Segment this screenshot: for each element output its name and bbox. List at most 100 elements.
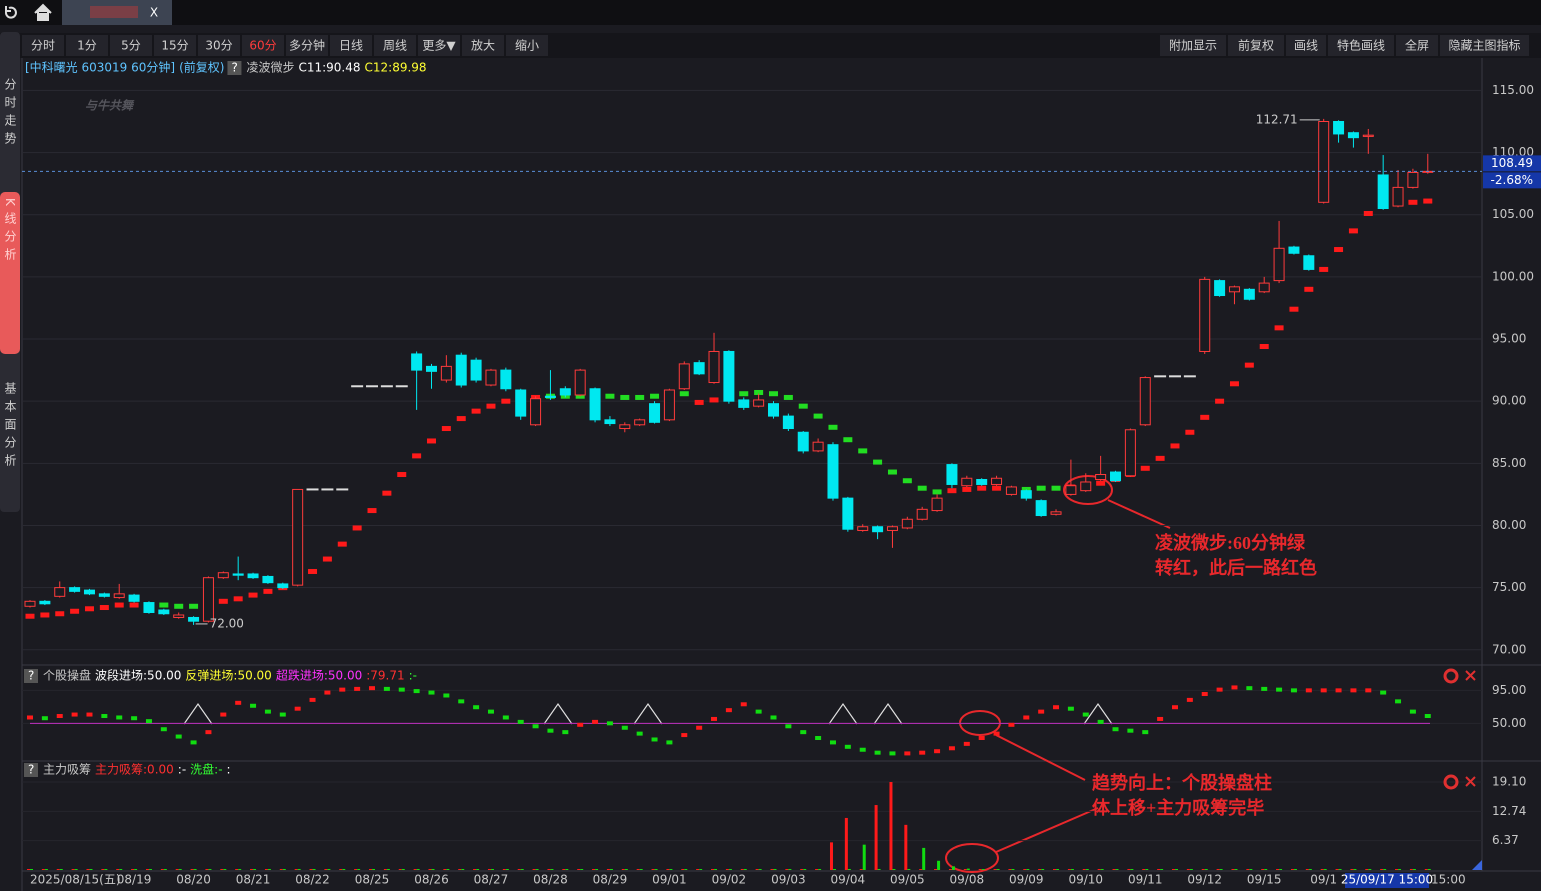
y-tick-label: 100.00 (1492, 269, 1534, 283)
toolbar-button[interactable] (1228, 35, 1284, 56)
settings-icon[interactable] (1443, 668, 1459, 684)
signal-dot (681, 733, 688, 738)
bar (904, 824, 908, 870)
tab-close[interactable]: X (150, 6, 158, 20)
toolbar-button-label[interactable]: 更多▼ (422, 39, 456, 53)
candle-body (1347, 132, 1359, 139)
bar (714, 869, 718, 870)
bar (104, 869, 108, 870)
toolbar-button-label[interactable]: 1分 (77, 39, 97, 53)
toolbar-button[interactable] (66, 35, 108, 56)
y-tick-label: 105.00 (1492, 207, 1534, 221)
toolbar-button[interactable] (330, 35, 372, 56)
toolbar-button[interactable] (418, 35, 460, 56)
candle-body (500, 369, 512, 390)
toolbar-button[interactable] (286, 35, 328, 56)
toolbar-button-label[interactable]: 多分钟 (289, 38, 325, 53)
toolbar-button-label[interactable]: 缩小 (515, 38, 539, 53)
help[interactable]: ? (28, 763, 34, 777)
signal-dot (1335, 688, 1342, 693)
help-box[interactable] (227, 61, 242, 75)
signal-dot (458, 699, 465, 704)
toolbar-button-label[interactable]: 分时 (31, 39, 55, 53)
toolbar-button-label[interactable]: 15分 (161, 39, 188, 53)
help-box[interactable] (24, 763, 38, 777)
toolbar-button-label[interactable]: 画线 (1294, 39, 1318, 53)
toolbar-button[interactable] (506, 35, 548, 56)
crosshair-time-box (1345, 873, 1429, 888)
signal-dot (948, 746, 955, 751)
close-icon[interactable] (1465, 776, 1476, 787)
bar (428, 869, 432, 870)
bar (250, 869, 254, 870)
bar (1412, 869, 1416, 870)
toolbar-button-label[interactable]: 60分 (249, 39, 276, 53)
toolbar-button[interactable] (374, 35, 416, 56)
toolbar-button-label[interactable]: 5分 (121, 39, 141, 53)
help[interactable]: ? (28, 669, 34, 683)
candle-body (158, 609, 170, 615)
step-marker (932, 489, 942, 495)
toolbar-button[interactable] (154, 35, 196, 56)
candle-body (559, 388, 571, 396)
sidebar-tab[interactable]: 分时走势 (3, 78, 17, 150)
toolbar-button[interactable] (198, 35, 240, 56)
candle-body (768, 403, 779, 417)
toolbar-button[interactable] (1160, 35, 1226, 56)
signal-dot (547, 728, 554, 733)
toolbar-button[interactable] (1440, 35, 1529, 56)
sidebar-tab-active[interactable] (0, 192, 20, 354)
bar (357, 869, 361, 870)
step-marker (1170, 443, 1180, 449)
toolbar-button-label[interactable]: 特色画线 (1337, 38, 1385, 53)
toolbar-button[interactable] (1396, 35, 1438, 56)
step-marker (426, 438, 436, 444)
candle-body (634, 419, 646, 426)
back-icon[interactable] (4, 6, 17, 19)
legend-item: 主力吸筹:0.00 (95, 763, 174, 777)
toolbar-button[interactable] (22, 35, 64, 56)
bar (1249, 869, 1253, 870)
y-tick-label: 115.00 (1492, 83, 1534, 97)
toolbar-button-label[interactable]: 附加显示 (1169, 39, 1217, 53)
close-icon[interactable] (1465, 670, 1476, 681)
bar (1276, 869, 1280, 870)
toolbar-button[interactable] (462, 35, 504, 56)
signal-dot (1365, 688, 1372, 693)
toolbar-button-label[interactable]: 隐藏主图指标 (1448, 38, 1520, 53)
home-icon[interactable] (34, 3, 52, 21)
signal-dot (1023, 715, 1030, 720)
step-marker (828, 424, 838, 430)
help[interactable]: ? (231, 61, 237, 75)
bar (342, 869, 346, 870)
step-marker (1051, 485, 1061, 491)
toolbar-button-label[interactable]: 前复权 (1238, 38, 1274, 53)
sidebar-tab[interactable]: K线分析 (3, 198, 17, 266)
bar (773, 869, 777, 870)
candle-body (797, 431, 809, 452)
bar (711, 869, 715, 870)
bar (963, 869, 967, 870)
settings-icon[interactable] (1443, 774, 1459, 790)
help-box[interactable] (24, 669, 38, 683)
toolbar-button-label[interactable]: 日线 (339, 39, 363, 53)
toolbar-button-label[interactable]: 放大 (471, 38, 495, 53)
candle-body (143, 602, 155, 613)
signal-dot (1320, 688, 1327, 693)
toolbar-button[interactable] (110, 35, 152, 56)
signal-dot (41, 716, 48, 721)
signal-dot (815, 736, 822, 741)
toolbar-button[interactable] (1328, 35, 1394, 56)
bar (208, 869, 212, 870)
toolbar-button-label[interactable]: 全屏 (1405, 38, 1429, 53)
toolbar-button[interactable] (242, 35, 284, 56)
sidebar-tab[interactable]: 基本面分析 (3, 382, 17, 472)
signal-dot (1053, 705, 1060, 710)
annotation: 趋势向上：个股操盘柱 (1092, 772, 1272, 793)
toolbar-button-label[interactable]: 30分 (205, 39, 232, 53)
toolbar-button[interactable] (1286, 35, 1326, 56)
corner-marker (1472, 860, 1482, 870)
signal-dot (27, 715, 33, 720)
toolbar-button-label[interactable]: 周线 (383, 39, 407, 53)
candle-body (872, 526, 884, 533)
